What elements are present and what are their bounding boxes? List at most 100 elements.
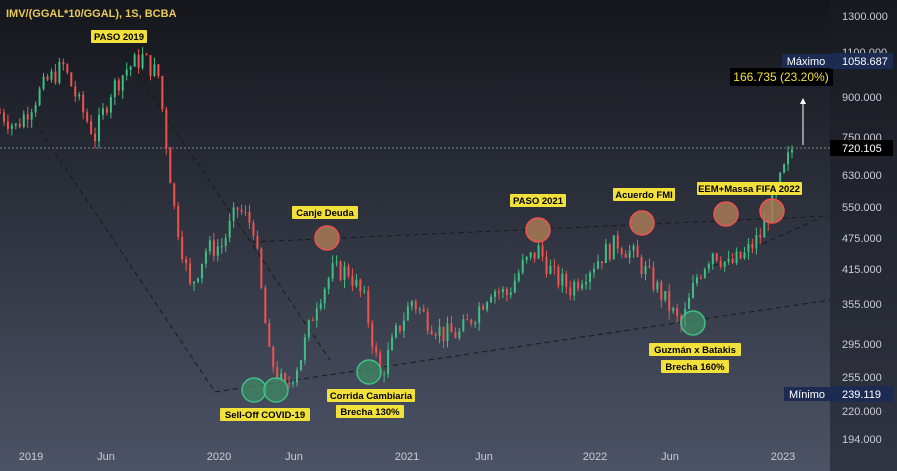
candle-up[interactable] xyxy=(193,281,196,284)
candle-up[interactable] xyxy=(585,281,588,285)
candle-up[interactable] xyxy=(133,54,136,67)
candle-down[interactable] xyxy=(70,72,73,87)
candle-up[interactable] xyxy=(30,112,33,120)
candle-down[interactable] xyxy=(652,266,655,290)
candle-down[interactable] xyxy=(620,248,623,255)
candle-down[interactable] xyxy=(545,256,548,274)
candle-up[interactable] xyxy=(486,302,489,310)
low-marker-covid-1[interactable] xyxy=(241,377,267,403)
candle-up[interactable] xyxy=(783,164,786,173)
candle-down[interactable] xyxy=(719,260,722,267)
candle-down[interactable] xyxy=(497,291,500,293)
candle-up[interactable] xyxy=(438,326,441,336)
candle-up[interactable] xyxy=(343,266,346,281)
candle-up[interactable] xyxy=(232,207,235,221)
candle-down[interactable] xyxy=(533,252,536,259)
candle-up[interactable] xyxy=(101,108,104,116)
candle-up[interactable] xyxy=(303,337,306,361)
candle-down[interactable] xyxy=(699,277,702,279)
candle-up[interactable] xyxy=(692,283,694,298)
candle-down[interactable] xyxy=(252,222,255,236)
candle-down[interactable] xyxy=(482,306,485,310)
candle-up[interactable] xyxy=(387,350,390,375)
candle-up[interactable] xyxy=(695,277,698,284)
candle-down[interactable] xyxy=(212,240,215,256)
candle-down[interactable] xyxy=(284,373,287,384)
candle-up[interactable] xyxy=(292,382,295,384)
candle-up[interactable] xyxy=(628,250,631,258)
candle-down[interactable] xyxy=(541,245,544,257)
candle-up[interactable] xyxy=(109,97,112,113)
candle-down[interactable] xyxy=(244,211,247,213)
candle-up[interactable] xyxy=(494,291,496,297)
candle-down[interactable] xyxy=(240,209,243,212)
candle-up[interactable] xyxy=(791,149,793,153)
candle-down[interactable] xyxy=(74,86,77,97)
candle-up[interactable] xyxy=(197,278,199,282)
candle-down[interactable] xyxy=(2,112,5,122)
candle-down[interactable] xyxy=(553,265,556,267)
annotation-labels[interactable]: PASO 2019 Canje Deuda PASO 2021 Acuerdo … xyxy=(91,30,802,421)
candle-down[interactable] xyxy=(731,258,734,264)
candle-down[interactable] xyxy=(367,290,370,324)
candle-down[interactable] xyxy=(161,76,164,110)
candle-down[interactable] xyxy=(157,64,160,77)
high-marker-eem[interactable] xyxy=(713,201,739,227)
candle-up[interactable] xyxy=(319,303,322,309)
candle-up[interactable] xyxy=(474,322,477,324)
candle-down[interactable] xyxy=(751,244,754,249)
candle-down[interactable] xyxy=(264,287,267,324)
label-eem-massa[interactable]: EEM+Massa FIFA 2022 xyxy=(697,182,802,195)
low-marker-corrida[interactable] xyxy=(356,359,382,385)
candle-up[interactable] xyxy=(549,265,552,274)
event-markers[interactable] xyxy=(241,198,785,403)
candle-down[interactable] xyxy=(676,308,679,316)
candle-down[interactable] xyxy=(375,346,378,353)
candle-down[interactable] xyxy=(185,259,188,264)
candle-up[interactable] xyxy=(735,251,738,264)
candle-down[interactable] xyxy=(268,323,271,347)
trendline-rising-wedge[interactable] xyxy=(704,217,821,271)
candle-up[interactable] xyxy=(573,282,576,296)
candle-up[interactable] xyxy=(280,373,283,380)
candle-down[interactable] xyxy=(640,257,643,274)
candle-up[interactable] xyxy=(220,245,223,247)
ticker-title[interactable]: IMV/(GGAL*10/GGAL), 1S, BCBA xyxy=(6,8,177,20)
candle-up[interactable] xyxy=(707,263,710,269)
candle-up[interactable] xyxy=(406,306,409,321)
candle-up[interactable] xyxy=(383,374,386,376)
candle-up[interactable] xyxy=(490,296,493,303)
candle-down[interactable] xyxy=(371,323,374,347)
candle-up[interactable] xyxy=(763,220,766,238)
candle-up[interactable] xyxy=(78,94,81,97)
candle-up[interactable] xyxy=(561,273,564,286)
candle-down[interactable] xyxy=(236,207,239,210)
candle-up[interactable] xyxy=(327,278,330,290)
candle-down[interactable] xyxy=(660,282,663,300)
candle-up[interactable] xyxy=(50,71,53,80)
candle-up[interactable] xyxy=(723,261,726,267)
candle-down[interactable] xyxy=(260,248,263,288)
min-price-badge[interactable]: Mínimo 239.119 xyxy=(784,386,893,402)
candle-up[interactable] xyxy=(34,105,37,113)
candle-down[interactable] xyxy=(616,235,619,249)
candle-down[interactable] xyxy=(177,205,180,237)
candle-down[interactable] xyxy=(715,253,718,261)
candle-up[interactable] xyxy=(727,258,730,262)
candle-up[interactable] xyxy=(153,64,156,76)
candle-down[interactable] xyxy=(359,279,362,292)
candle-up[interactable] xyxy=(604,244,607,264)
candle-down[interactable] xyxy=(759,235,762,238)
candle-up[interactable] xyxy=(98,115,100,142)
candle-down[interactable] xyxy=(6,121,9,129)
candle-down[interactable] xyxy=(442,326,445,342)
candle-down[interactable] xyxy=(648,265,651,267)
candle-up[interactable] xyxy=(747,244,750,253)
candle-down[interactable] xyxy=(577,282,580,289)
candles[interactable] xyxy=(0,47,793,389)
candle-down[interactable] xyxy=(347,266,350,276)
candle-up[interactable] xyxy=(363,290,366,292)
candle-down[interactable] xyxy=(668,291,671,311)
candle-down[interactable] xyxy=(189,263,192,284)
